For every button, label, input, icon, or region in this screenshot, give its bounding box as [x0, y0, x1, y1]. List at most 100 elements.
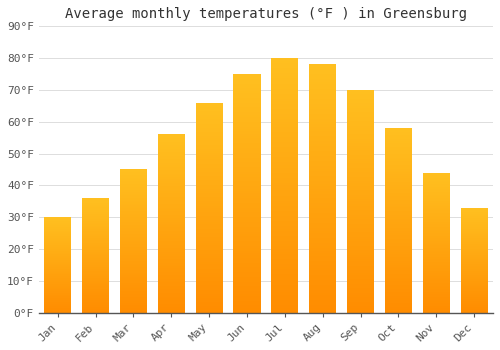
Bar [347, 219, 374, 221]
Bar [44, 248, 72, 249]
Bar [460, 235, 488, 236]
Bar [82, 278, 109, 279]
Bar [44, 305, 72, 306]
Bar [234, 198, 260, 201]
Bar [460, 299, 488, 300]
Bar [460, 244, 488, 245]
Bar [422, 286, 450, 287]
Bar [385, 178, 412, 180]
Bar [44, 267, 72, 268]
Bar [347, 241, 374, 244]
Bar [82, 250, 109, 251]
Bar [309, 258, 336, 260]
Bar [460, 221, 488, 222]
Bar [82, 289, 109, 290]
Bar [158, 184, 185, 186]
Bar [309, 283, 336, 285]
Bar [82, 287, 109, 289]
Bar [196, 176, 223, 178]
Bar [44, 262, 72, 263]
Bar [158, 288, 185, 289]
Bar [44, 285, 72, 286]
Bar [422, 299, 450, 300]
Bar [309, 216, 336, 218]
Bar [120, 268, 147, 270]
Bar [460, 292, 488, 293]
Bar [309, 146, 336, 149]
Bar [347, 273, 374, 275]
Bar [158, 142, 185, 143]
Bar [422, 209, 450, 210]
Bar [234, 179, 260, 181]
Bar [82, 295, 109, 296]
Bar [422, 276, 450, 278]
Bar [158, 170, 185, 172]
Bar [120, 311, 147, 313]
Bar [271, 267, 298, 270]
Bar [120, 295, 147, 297]
Bar [422, 194, 450, 195]
Bar [347, 295, 374, 297]
Bar [196, 124, 223, 126]
Bar [460, 272, 488, 273]
Bar [158, 188, 185, 190]
Bar [347, 270, 374, 273]
Bar [385, 272, 412, 274]
Bar [347, 183, 374, 186]
Bar [234, 306, 260, 308]
Bar [234, 284, 260, 286]
Bar [347, 208, 374, 210]
Bar [309, 94, 336, 97]
Bar [271, 280, 298, 282]
Bar [347, 119, 374, 121]
Bar [309, 174, 336, 176]
Bar [271, 89, 298, 91]
Bar [347, 97, 374, 99]
Bar [82, 223, 109, 224]
Bar [271, 249, 298, 252]
Bar [460, 233, 488, 234]
Bar [271, 216, 298, 218]
Bar [460, 211, 488, 212]
Bar [196, 153, 223, 155]
Bar [385, 158, 412, 160]
Bar [196, 252, 223, 254]
Bar [82, 298, 109, 299]
Bar [44, 261, 72, 262]
Bar [158, 213, 185, 215]
Bar [234, 222, 260, 224]
Bar [234, 131, 260, 134]
Bar [460, 263, 488, 264]
Bar [460, 229, 488, 230]
Bar [120, 260, 147, 261]
Bar [44, 258, 72, 259]
Bar [347, 121, 374, 123]
Bar [82, 282, 109, 283]
Bar [44, 294, 72, 295]
Bar [82, 259, 109, 260]
Bar [271, 206, 298, 208]
Bar [271, 114, 298, 117]
Bar [347, 310, 374, 313]
Bar [82, 286, 109, 287]
Bar [385, 285, 412, 287]
Bar [196, 292, 223, 294]
Bar [460, 228, 488, 229]
Bar [422, 310, 450, 311]
Bar [460, 223, 488, 224]
Bar [82, 218, 109, 219]
Bar [271, 158, 298, 160]
Bar [234, 167, 260, 169]
Bar [460, 237, 488, 238]
Bar [120, 252, 147, 254]
Bar [271, 140, 298, 142]
Bar [385, 248, 412, 250]
Bar [158, 231, 185, 232]
Bar [196, 130, 223, 132]
Bar [234, 148, 260, 150]
Bar [460, 267, 488, 268]
Bar [234, 129, 260, 131]
Bar [309, 67, 336, 69]
Bar [82, 254, 109, 256]
Bar [347, 212, 374, 215]
